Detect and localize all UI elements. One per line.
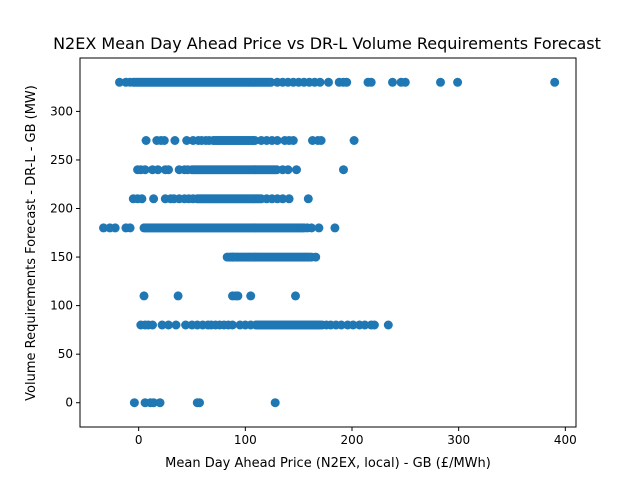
data-point (141, 136, 151, 145)
data-point (400, 77, 410, 87)
data-point (316, 136, 326, 145)
data-point (283, 165, 293, 175)
data-point (369, 320, 379, 330)
data-point (311, 252, 321, 262)
x-tick-label: 300 (447, 433, 470, 447)
data-point (157, 320, 167, 330)
data-point (339, 165, 348, 175)
data-point (436, 77, 445, 87)
x-tick-label: 400 (554, 433, 577, 447)
data-point (272, 136, 282, 145)
data-point (181, 320, 191, 330)
y-axis-label: Volume Requirements Forecast - DR-L - GB… (24, 85, 39, 401)
data-point (246, 291, 256, 301)
data-point (266, 77, 276, 87)
data-point (303, 194, 313, 204)
y-tick-label: 200 (50, 202, 73, 216)
data-point (170, 136, 180, 145)
data-point (272, 165, 282, 175)
data-point (140, 165, 150, 175)
data-point (171, 320, 181, 330)
y-tick-label: 50 (58, 347, 73, 361)
y-tick-label: 250 (50, 153, 73, 167)
data-point (139, 291, 149, 301)
data-points (99, 77, 560, 408)
data-point (550, 77, 560, 87)
x-tick-label: 100 (234, 433, 257, 447)
data-point (250, 136, 260, 145)
data-point (159, 136, 169, 145)
data-point (228, 320, 237, 330)
data-point (307, 223, 316, 233)
data-point (383, 320, 393, 330)
data-point (256, 194, 266, 204)
data-point (149, 398, 159, 408)
data-point (173, 291, 183, 301)
data-point (315, 77, 325, 87)
data-point (348, 320, 358, 330)
data-point (299, 223, 309, 233)
data-point (278, 194, 288, 204)
y-axis: 0 50 100 150 200 250 300 (50, 104, 80, 410)
y-tick-label: 100 (50, 299, 73, 313)
data-point (125, 223, 135, 233)
x-tick-label: 0 (135, 433, 143, 447)
plot-frame (79, 57, 577, 428)
y-tick-label: 300 (50, 104, 73, 118)
data-point (115, 77, 124, 87)
data-point (342, 77, 352, 87)
data-point (164, 165, 173, 175)
data-point (315, 320, 325, 330)
data-point (149, 194, 159, 204)
data-point (99, 223, 108, 233)
data-point (153, 165, 163, 175)
data-point (388, 77, 397, 87)
data-point (360, 320, 370, 330)
x-tick-label: 200 (341, 433, 364, 447)
data-point (304, 252, 314, 262)
data-point (164, 320, 173, 330)
data-point (366, 77, 376, 87)
data-point (291, 291, 300, 301)
data-point (195, 398, 204, 408)
data-point (233, 291, 243, 301)
data-point (270, 398, 280, 408)
data-point (336, 320, 346, 330)
data-point (110, 223, 120, 233)
data-point (324, 77, 333, 87)
data-point (137, 194, 147, 204)
data-point (129, 398, 139, 408)
data-point (314, 223, 324, 233)
x-axis: 0 100 200 300 400 (135, 427, 577, 447)
data-point (330, 223, 340, 233)
y-tick-label: 150 (50, 250, 73, 264)
data-point (453, 77, 463, 87)
chart-title: N2EX Mean Day Ahead Price vs DR-L Volume… (53, 34, 601, 53)
data-point (155, 398, 165, 408)
data-point (182, 136, 192, 145)
data-point (292, 165, 301, 175)
data-point (284, 194, 294, 204)
y-tick-label: 0 (65, 396, 73, 410)
data-point (148, 320, 157, 330)
data-point (288, 136, 298, 145)
data-point (349, 136, 359, 145)
x-axis-label: Mean Day Ahead Price (N2EX, local) - GB … (165, 456, 491, 471)
